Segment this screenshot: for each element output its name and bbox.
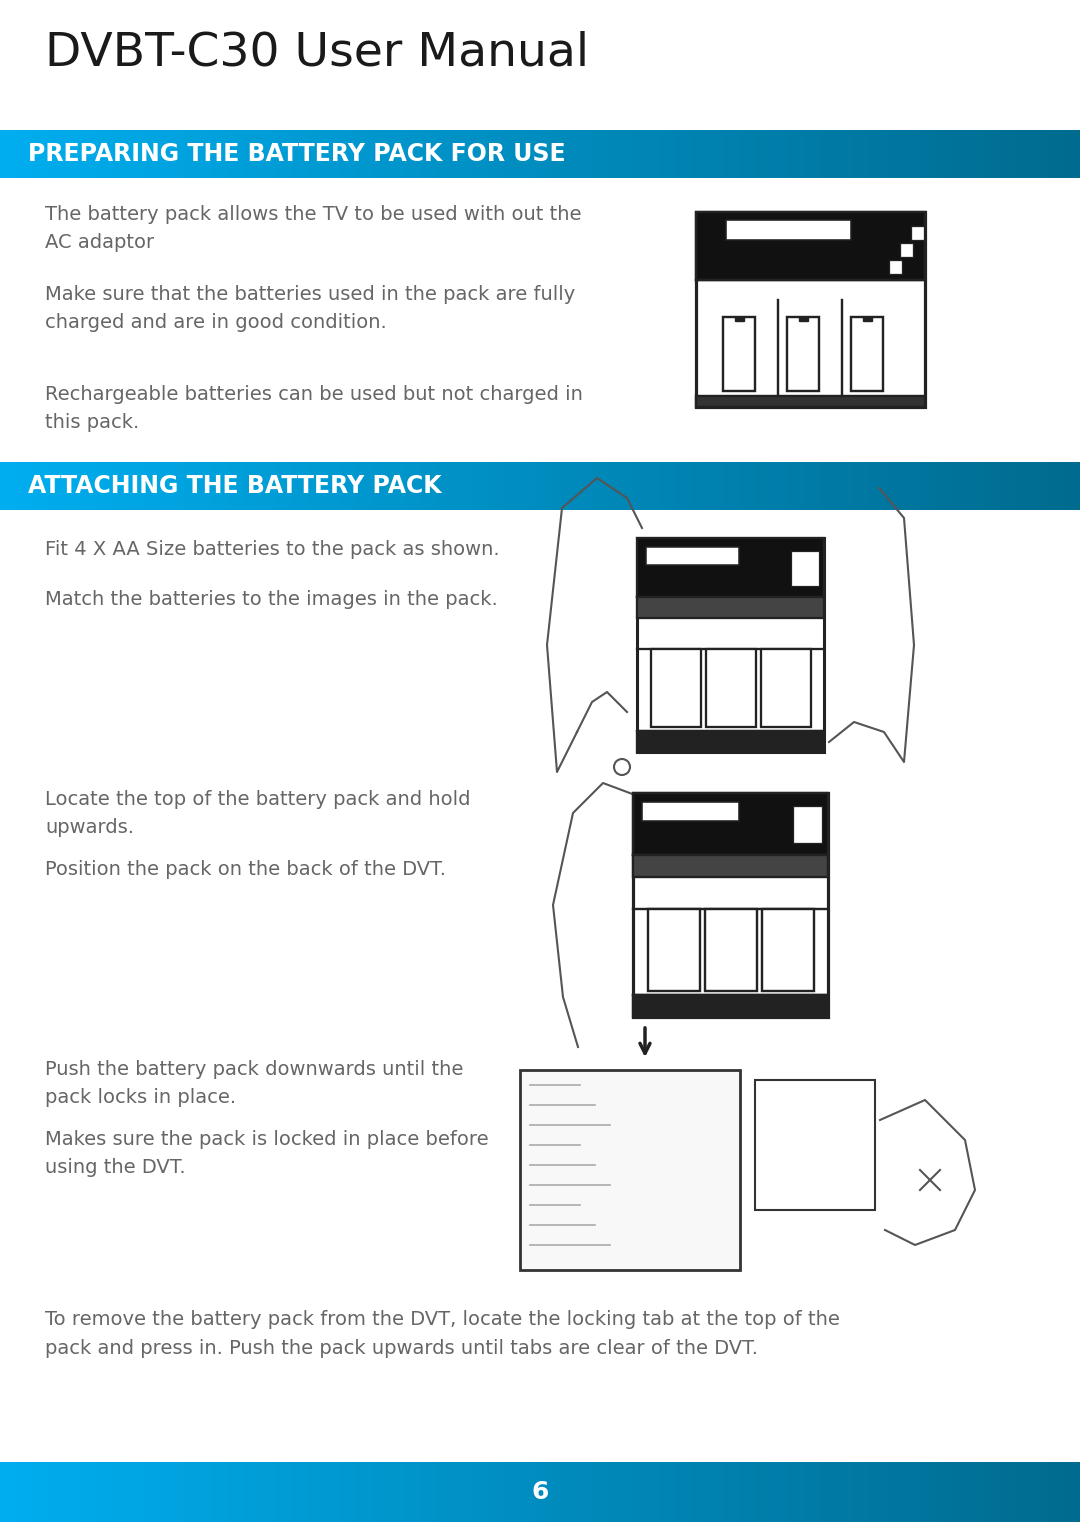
Text: PREPARING THE BATTERY PACK FOR USE: PREPARING THE BATTERY PACK FOR USE — [28, 142, 566, 166]
Bar — [633, 793, 828, 1017]
Bar — [799, 317, 808, 321]
Circle shape — [615, 759, 630, 775]
Text: Makes sure the pack is locked in place before
using the DVT.: Makes sure the pack is locked in place b… — [45, 1129, 488, 1177]
Text: DVBT-C30 User Manual: DVBT-C30 User Manual — [45, 30, 589, 75]
Bar — [633, 855, 828, 877]
Bar — [633, 995, 828, 1017]
Text: Position the pack on the back of the DVT.: Position the pack on the back of the DVT… — [45, 860, 446, 880]
Bar — [637, 537, 824, 752]
Bar — [519, 1070, 740, 1269]
Bar — [637, 731, 824, 752]
Text: To remove the battery pack from the DVT, locate the locking tab at the top of th: To remove the battery pack from the DVT,… — [45, 1310, 840, 1359]
Text: Push the battery pack downwards until the
pack locks in place.: Push the battery pack downwards until th… — [45, 1059, 463, 1106]
Bar — [793, 807, 822, 843]
Bar — [723, 317, 755, 391]
Text: Rechargeable batteries can be used but not charged in
this pack.: Rechargeable batteries can be used but n… — [45, 385, 583, 432]
Bar — [646, 546, 739, 565]
Text: The battery pack allows the TV to be used with out the
AC adaptor: The battery pack allows the TV to be use… — [45, 205, 581, 253]
Text: Match the batteries to the images in the pack.: Match the batteries to the images in the… — [45, 591, 498, 609]
Text: Fit 4 X AA Size batteries to the pack as shown.: Fit 4 X AA Size batteries to the pack as… — [45, 540, 500, 559]
Bar — [787, 317, 819, 391]
Bar — [863, 317, 872, 321]
Bar — [889, 260, 902, 274]
Bar — [900, 244, 913, 257]
Bar — [755, 1081, 875, 1210]
Bar — [651, 648, 701, 728]
Bar — [648, 909, 700, 991]
Bar — [706, 648, 756, 728]
Text: Make sure that the batteries used in the pack are fully
charged and are in good : Make sure that the batteries used in the… — [45, 285, 576, 332]
Bar — [912, 227, 924, 240]
Bar — [696, 212, 924, 280]
Bar — [761, 648, 811, 728]
Bar — [633, 793, 828, 855]
Bar — [705, 909, 757, 991]
Bar — [791, 551, 819, 586]
Bar — [637, 537, 824, 597]
Bar — [696, 396, 924, 406]
Text: Locate the top of the battery pack and hold
upwards.: Locate the top of the battery pack and h… — [45, 790, 471, 837]
Bar — [696, 212, 924, 406]
Bar — [851, 317, 883, 391]
Bar — [642, 802, 739, 820]
Text: 6: 6 — [531, 1479, 549, 1504]
Bar — [762, 909, 814, 991]
Text: ATTACHING THE BATTERY PACK: ATTACHING THE BATTERY PACK — [28, 473, 442, 498]
Bar — [726, 221, 851, 240]
Bar — [637, 597, 824, 618]
Bar — [735, 317, 744, 321]
